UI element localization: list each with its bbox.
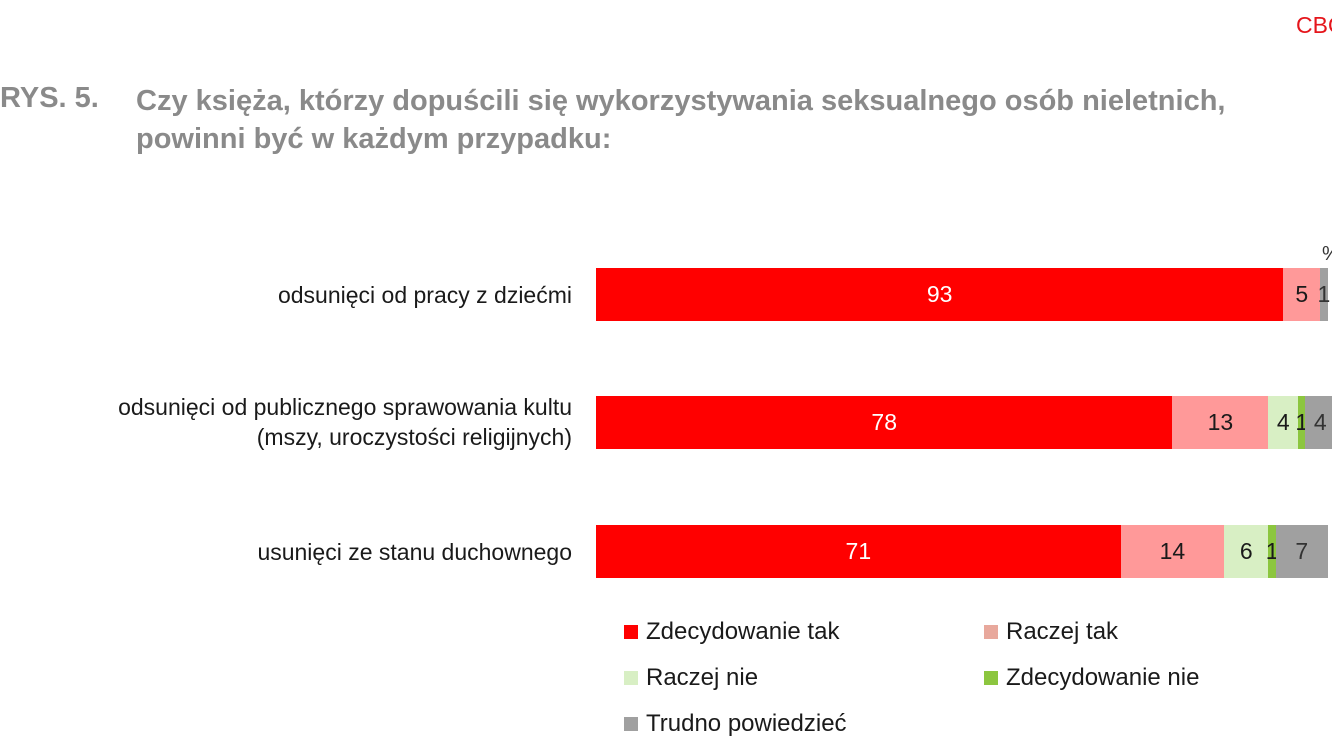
category-label-line: usunięci ze stanu duchownego: [257, 539, 572, 565]
legend-label: Raczej nie: [646, 664, 759, 691]
category-label: odsunięci od pracy z dziećmi: [12, 280, 572, 310]
legend-swatch: [984, 625, 998, 639]
data-label: 6: [1239, 538, 1253, 564]
figure-label: RYS. 5.: [0, 82, 99, 114]
category-label-line: (mszy, uroczystości religijnych): [256, 424, 572, 450]
legend-item: Raczej tak: [984, 618, 1118, 646]
data-label: 13: [1207, 409, 1234, 435]
bar-segment: 7: [1275, 525, 1328, 578]
bar-segment: 4: [1268, 396, 1299, 449]
legend-label: Zdecydowanie nie: [1006, 664, 1200, 691]
bar-segment: 1: [1318, 268, 1330, 321]
bar-segment: 13: [1172, 396, 1269, 449]
legend-label: Zdecydowanie tak: [646, 618, 840, 645]
legend-item: Trudno powiedzieć: [624, 710, 847, 738]
data-label: 1: [1265, 538, 1279, 564]
legend-item: Zdecydowanie tak: [624, 618, 839, 646]
data-label: 1: [1295, 409, 1309, 435]
category-label: odsunięci od publicznego sprawowania kul…: [12, 392, 572, 452]
category-label: usunięci ze stanu duchownego: [12, 537, 572, 567]
bar-segment: 93: [596, 268, 1284, 321]
bar-segment: 5: [1283, 268, 1321, 321]
data-label: 4: [1276, 409, 1290, 435]
data-label: 93: [926, 281, 953, 307]
bar-segment: 6: [1224, 525, 1269, 578]
brand-logo: CBO: [1296, 12, 1332, 38]
bar-segment: 1: [1266, 525, 1279, 578]
data-label: 71: [845, 538, 872, 564]
bar-segment: 4: [1305, 396, 1332, 449]
legend-item: Raczej nie: [624, 664, 758, 692]
unit-label: %: [1322, 243, 1332, 266]
chart-title: Czy księża, którzy dopuścili się wykorzy…: [136, 82, 1326, 158]
legend-swatch: [984, 671, 998, 685]
chart-title-line-1: Czy księża, którzy dopuścili się wykorzy…: [136, 85, 1226, 117]
legend-swatch: [624, 625, 638, 639]
legend-swatch: [624, 671, 638, 685]
data-label: 5: [1295, 281, 1309, 307]
data-label: 4: [1313, 409, 1327, 435]
data-label: 14: [1159, 538, 1186, 564]
category-label-line: odsunięci od pracy z dziećmi: [277, 282, 572, 308]
bar-segment: 78: [596, 396, 1173, 449]
data-label: 7: [1295, 538, 1309, 564]
data-label: 78: [871, 409, 897, 435]
legend-item: Zdecydowanie nie: [984, 664, 1199, 692]
bar-segment: 71: [596, 525, 1121, 578]
legend-label: Raczej tak: [1006, 618, 1119, 645]
category-label-line: odsunięci od publicznego sprawowania kul…: [118, 394, 572, 420]
legend-swatch: [624, 717, 638, 731]
bar-segment: 14: [1120, 525, 1225, 578]
data-label: 1: [1317, 281, 1331, 307]
chart-title-line-2: powinni być w każdym przypadku:: [136, 123, 612, 155]
bar-segment: 1: [1295, 396, 1309, 449]
legend-label: Trudno powiedzieć: [646, 710, 847, 737]
